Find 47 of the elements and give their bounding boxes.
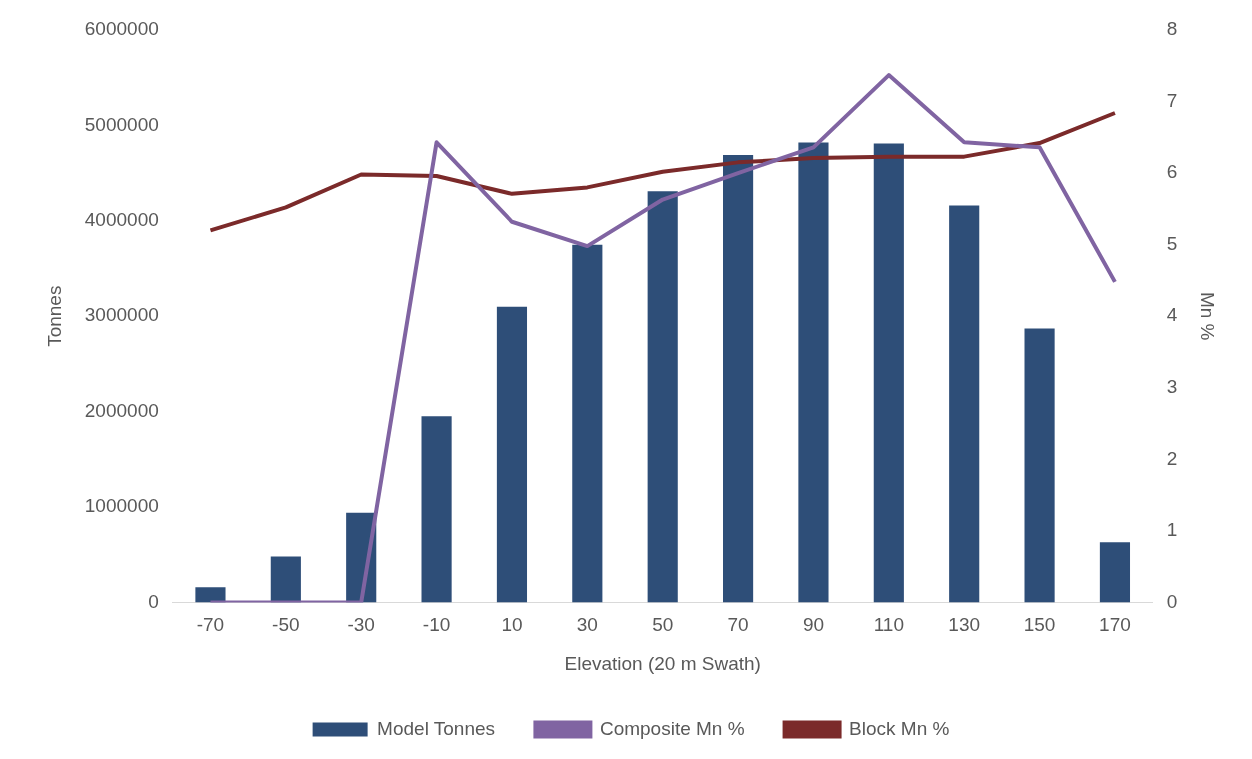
x-tick-label: 170 — [1099, 614, 1131, 636]
bar — [1099, 542, 1131, 603]
y2-tick-label: 4 — [1166, 304, 1178, 326]
x-tick-label: 90 — [802, 614, 825, 636]
bar — [572, 244, 603, 603]
bar — [949, 205, 980, 603]
y2-tick-label: 1 — [1166, 519, 1178, 541]
x-tick-label: 150 — [1023, 614, 1056, 636]
x-tick-label: 130 — [948, 614, 981, 636]
y-tick-label: 2000000 — [84, 399, 159, 421]
y-tick-label: 3000000 — [84, 304, 159, 326]
y2-tick-label: 0 — [1166, 590, 1178, 612]
bar — [270, 556, 301, 603]
bar — [647, 191, 678, 603]
y2-tick-label: 3 — [1166, 375, 1178, 397]
bar — [723, 154, 754, 603]
bar — [1024, 328, 1055, 603]
y2-axis-title: Mn % — [1197, 291, 1219, 341]
bar — [798, 142, 829, 603]
y2-tick-label: 2 — [1166, 447, 1178, 469]
legend-label: Composite Mn % — [599, 717, 745, 739]
legend-label: Block Mn % — [849, 717, 950, 739]
y-tick-label: 4000000 — [84, 209, 159, 231]
y2-tick-label: 8 — [1166, 18, 1178, 40]
x-axis-title: Elevation (20 m Swath) — [564, 652, 761, 674]
y-tick-label: 6000000 — [84, 18, 159, 40]
x-tick-label: -70 — [196, 614, 225, 636]
y2-tick-label: 6 — [1166, 161, 1178, 183]
x-tick-label: 50 — [652, 614, 674, 636]
x-tick-label: -50 — [272, 614, 300, 636]
x-tick-label: 70 — [727, 614, 749, 636]
x-tick-label: 30 — [576, 614, 598, 636]
bar — [873, 143, 904, 603]
y2-tick-label: 7 — [1166, 89, 1178, 111]
bar — [195, 587, 226, 603]
x-tick-label: 110 — [873, 614, 904, 636]
y2-tick-label: 5 — [1166, 232, 1178, 254]
legend-label: Model Tonnes — [377, 717, 496, 739]
x-tick-label: -10 — [422, 614, 451, 636]
y-tick-label: 5000000 — [84, 113, 159, 135]
y-tick-label: 1000000 — [84, 495, 159, 517]
bar — [421, 416, 452, 603]
y-tick-label: 0 — [148, 590, 159, 612]
bar — [496, 306, 528, 603]
x-tick-label: 10 — [501, 614, 523, 636]
x-tick-label: -30 — [347, 614, 375, 636]
y-axis-title: Tonnes — [43, 285, 65, 347]
